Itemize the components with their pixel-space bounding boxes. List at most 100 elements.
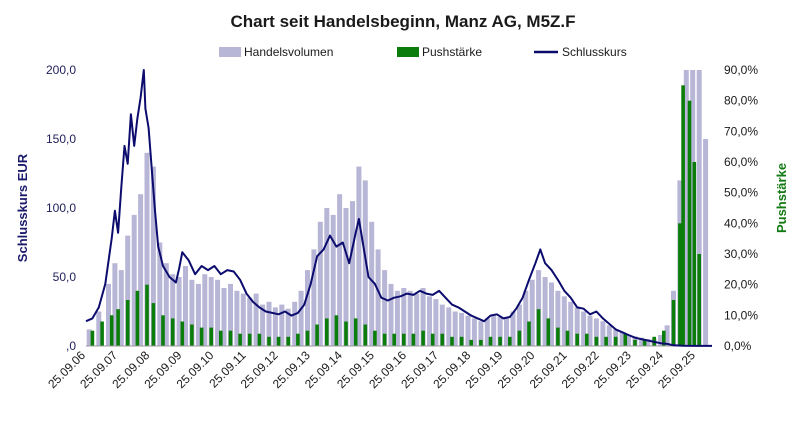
push-bar-41 <box>479 339 483 346</box>
volume-bar-32 <box>298 290 304 346</box>
volume-bar-29 <box>279 304 285 346</box>
volume-bar-19 <box>215 279 221 346</box>
push-bar-66 <box>697 254 701 346</box>
push-bar-18 <box>257 333 262 346</box>
push-bar-48 <box>546 318 551 346</box>
push-bar-39 <box>459 336 464 346</box>
push-bar-17 <box>247 333 252 346</box>
right-tick-label-5: 50,0% <box>724 186 758 200</box>
push-bar-21 <box>286 336 290 346</box>
volume-bars <box>86 70 709 346</box>
y-axis-label-right: Pushstärke <box>774 163 789 233</box>
right-tick-label-2: 20,0% <box>724 278 758 292</box>
volume-bar-12 <box>170 274 176 346</box>
push-bar-28 <box>353 318 358 346</box>
volume-bar-11 <box>163 263 169 346</box>
volume-bar-71 <box>549 282 554 346</box>
push-bar-51 <box>575 333 579 346</box>
push-bar-9 <box>170 318 175 346</box>
push-bar-15 <box>228 330 233 346</box>
push-bars <box>90 85 701 347</box>
push-bar-63 <box>681 85 685 347</box>
push-bar-19 <box>267 336 271 346</box>
right-tick-label-8: 80,0% <box>724 94 758 108</box>
volume-bar-83 <box>626 335 631 346</box>
volume-bar-15 <box>189 279 195 346</box>
volume-bar-94 <box>696 70 702 346</box>
volume-bar-82 <box>619 332 625 346</box>
volume-bar-30 <box>285 308 291 346</box>
push-bar-49 <box>556 327 560 346</box>
volume-bar-6 <box>131 214 137 346</box>
volume-bar-25 <box>253 293 259 346</box>
volume-bar-59 <box>471 318 477 346</box>
push-bar-52 <box>585 333 589 346</box>
volume-bar-60 <box>478 321 484 346</box>
legend-label-handelsvolumen: Handelsvolumen <box>244 45 333 59</box>
left-tick-label-0: ,0 <box>66 339 76 353</box>
right-tick-label-9: 90,0% <box>724 63 758 77</box>
push-bar-40 <box>469 339 473 346</box>
volume-bar-28 <box>272 307 278 346</box>
volume-bar-47 <box>394 290 400 346</box>
push-bar-45 <box>517 330 522 346</box>
push-bar-42 <box>488 336 493 346</box>
volume-bar-10 <box>157 242 163 346</box>
volume-bar-50 <box>414 293 420 346</box>
push-bar-43 <box>498 336 502 346</box>
volume-bar-56 <box>452 311 458 346</box>
push-bar-29 <box>363 324 368 346</box>
volume-bar-9 <box>150 166 156 346</box>
volume-bar-54 <box>439 304 445 346</box>
price-line-schlusskurs <box>85 69 712 347</box>
volume-bar-55 <box>446 307 452 346</box>
push-bar-23 <box>305 330 310 346</box>
volume-bar-69 <box>536 270 542 346</box>
volume-bar-66 <box>516 304 522 346</box>
volume-bar-49 <box>407 290 413 346</box>
volume-bar-92 <box>683 70 689 346</box>
volume-bar-73 <box>561 296 567 346</box>
volume-bar-72 <box>555 290 561 346</box>
volume-bar-5 <box>125 235 131 346</box>
volume-bar-13 <box>176 277 182 346</box>
volume-bar-31 <box>292 301 298 346</box>
push-bar-56 <box>623 333 628 346</box>
volume-bar-1 <box>96 311 102 346</box>
right-tick-label-7: 70,0% <box>724 124 758 138</box>
push-bar-64 <box>687 100 692 346</box>
push-bar-60 <box>662 330 666 346</box>
push-bar-33 <box>402 333 406 346</box>
left-tick-label-3: 150,0 <box>46 132 76 146</box>
push-bar-20 <box>276 336 281 346</box>
volume-bar-79 <box>600 321 606 346</box>
volume-bar-61 <box>484 318 490 346</box>
y-axis-label-left: Schlusskurs EUR <box>15 153 30 262</box>
push-bar-8 <box>161 315 165 346</box>
volume-bar-46 <box>388 283 394 346</box>
volume-bar-62 <box>491 315 497 346</box>
left-axis-ticks: ,0 50,0 100,0 150,0 200,0 <box>46 63 76 353</box>
legend: Handelsvolumen Pushstärke Schlusskurs <box>219 45 627 59</box>
volume-bar-38 <box>337 194 343 346</box>
volume-bar-51 <box>420 288 426 346</box>
push-bar-44 <box>508 336 512 346</box>
push-bar-14 <box>219 330 223 346</box>
push-bar-22 <box>296 333 300 346</box>
push-bar-16 <box>238 333 242 346</box>
push-bar-32 <box>392 333 396 346</box>
right-tick-label-0: 0,0% <box>724 339 752 353</box>
volume-bar-68 <box>529 279 535 346</box>
push-bar-4 <box>125 300 130 346</box>
push-bar-61 <box>671 300 676 346</box>
push-bar-31 <box>382 333 387 346</box>
volume-bar-26 <box>260 304 266 346</box>
volume-bar-89 <box>664 325 670 346</box>
push-bar-10 <box>180 321 185 346</box>
push-bar-34 <box>411 333 416 346</box>
push-bar-37 <box>440 333 445 346</box>
push-bar-11 <box>190 324 194 346</box>
volume-bar-64 <box>504 318 509 346</box>
volume-bar-14 <box>183 266 188 346</box>
